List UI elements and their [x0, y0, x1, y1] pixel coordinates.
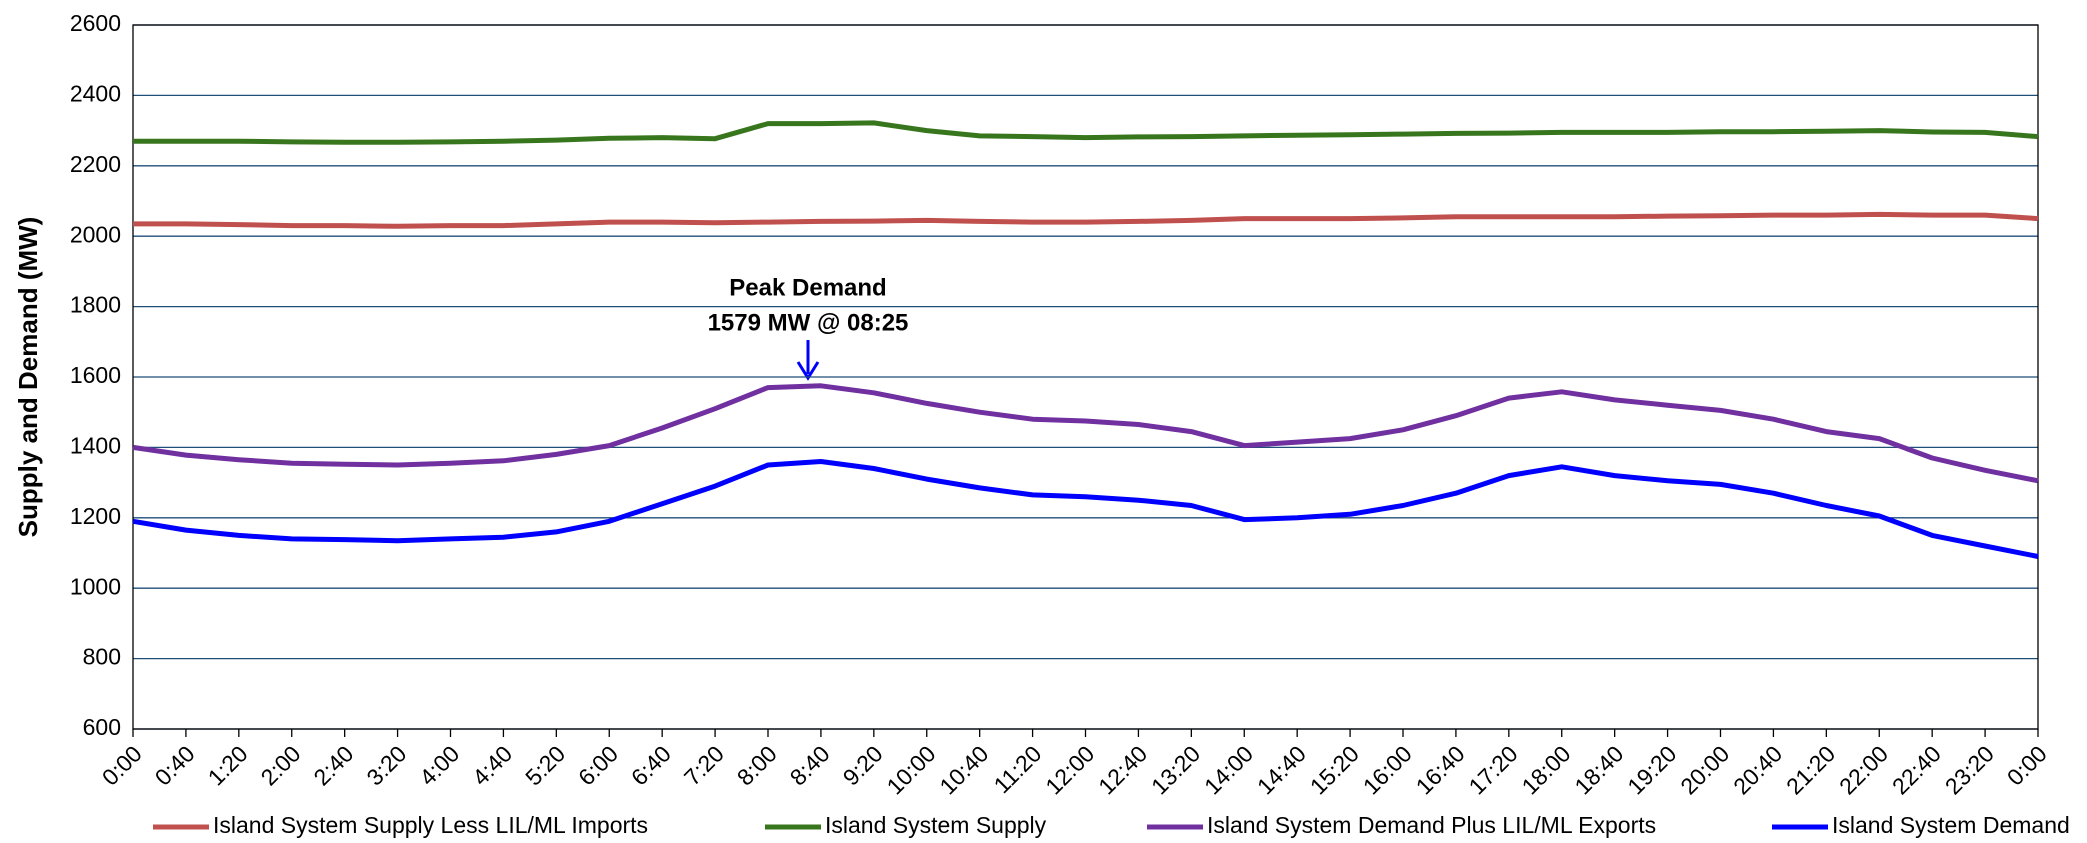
- x-tick-label: 15:20: [1305, 740, 1364, 799]
- x-tick-label: 12:40: [1093, 740, 1152, 799]
- x-tick-label: 8:40: [785, 740, 835, 790]
- x-tick-label: 16:00: [1358, 740, 1417, 799]
- x-tick-label: 9:20: [838, 740, 888, 790]
- annotation: 1579 MW @ 08:25: [708, 309, 909, 336]
- x-tick-label: 23:20: [1940, 740, 1999, 799]
- y-tick-label: 1400: [70, 432, 121, 458]
- annotation-arrow: [796, 340, 820, 381]
- x-tick-label: 1:20: [203, 740, 253, 790]
- x-tick-label: 4:40: [467, 740, 517, 790]
- legend-label: Island System Demand: [1832, 812, 2070, 838]
- x-tick-label: 14:40: [1252, 740, 1311, 799]
- series-line: [132, 383, 2039, 484]
- x-tick-label: 0:40: [150, 740, 200, 790]
- legend-label: Island System Demand Plus LIL/ML Exports: [1207, 812, 1656, 838]
- x-tick-label: 14:00: [1199, 740, 1258, 799]
- x-tick-label: 20:00: [1675, 740, 1734, 799]
- x-tick-label: 12:00: [1040, 740, 1099, 799]
- y-tick-label: 800: [83, 644, 121, 670]
- legend-label: Island System Supply Less LIL/ML Imports: [213, 812, 648, 838]
- y-tick-label: 1200: [70, 503, 121, 529]
- x-tick-label: 17:20: [1464, 740, 1523, 799]
- x-tick-label: 6:00: [573, 740, 623, 790]
- y-tick-label: 1600: [70, 362, 121, 388]
- y-tick-label: 2400: [70, 80, 121, 106]
- x-tick-label: 22:40: [1887, 740, 1946, 799]
- y-tick-label: 1800: [70, 292, 121, 318]
- x-tick-label: 22:00: [1834, 740, 1893, 799]
- x-tick-label: 13:20: [1146, 740, 1205, 799]
- x-tick-label: 0:00: [2002, 740, 2052, 790]
- x-tick-label: 18:00: [1516, 740, 1575, 799]
- x-tick-label: 0:00: [97, 740, 147, 790]
- x-tick-label: 5:20: [520, 740, 570, 790]
- x-tick-label: 4:00: [414, 740, 464, 790]
- series-line: [132, 459, 2039, 559]
- x-tick-label: 6:40: [626, 740, 676, 790]
- x-tick-label: 10:40: [934, 740, 993, 799]
- x-tick-label: 11:20: [989, 740, 1047, 798]
- x-tick-label: 2:40: [308, 740, 358, 790]
- x-tick-label: 7:20: [679, 740, 729, 790]
- x-tick-label: 16:40: [1411, 740, 1470, 799]
- y-tick-label: 2600: [70, 10, 121, 36]
- y-tick-label: 2000: [70, 221, 121, 247]
- legend-label: Island System Supply: [825, 812, 1047, 838]
- x-tick-label: 21:20: [1781, 740, 1840, 799]
- x-tick-label: 3:20: [361, 740, 411, 790]
- y-tick-label: 1000: [70, 573, 121, 599]
- annotation: Peak Demand: [729, 274, 886, 301]
- x-tick-label: 2:00: [256, 740, 306, 790]
- x-tick-label: 20:40: [1728, 740, 1787, 799]
- y-tick-label: 600: [83, 714, 121, 740]
- series-line: [133, 120, 2039, 145]
- x-tick-label: 19:20: [1622, 740, 1681, 799]
- y-tick-label: 2200: [70, 151, 121, 177]
- x-tick-label: 10:00: [881, 740, 940, 799]
- x-tick-label: 18:40: [1569, 740, 1628, 799]
- x-tick-label: 8:00: [732, 740, 782, 790]
- y-axis-title: Supply and Demand (MW): [13, 217, 43, 538]
- series-line: [133, 211, 2039, 229]
